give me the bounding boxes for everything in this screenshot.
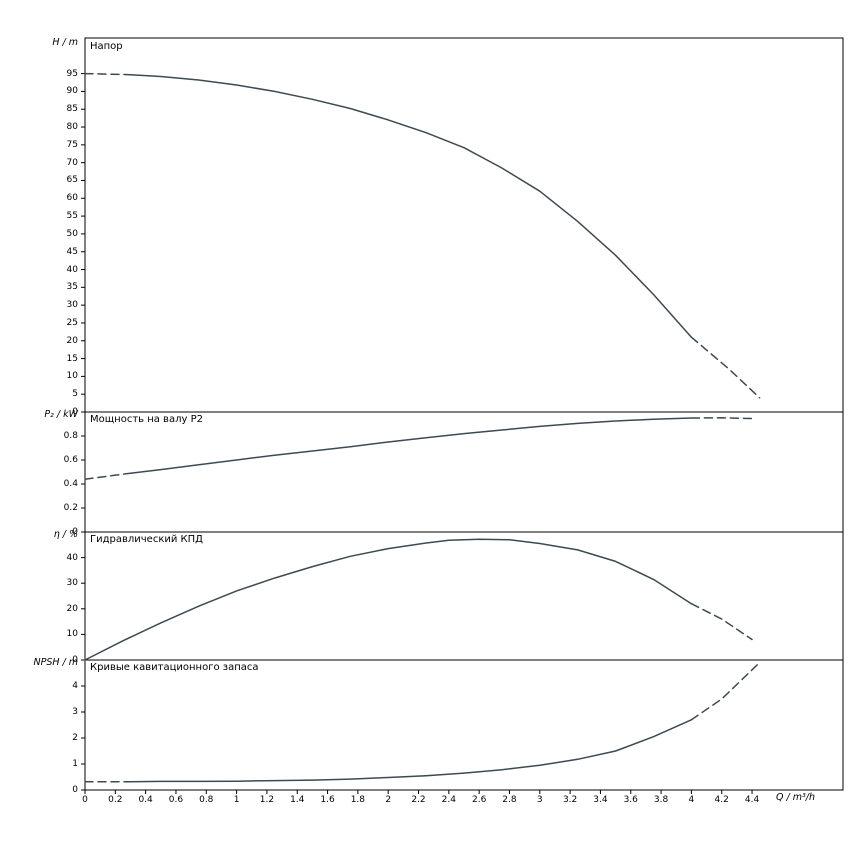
y-axis-label-npsh: NPSH / m: [33, 657, 78, 668]
y-tick-label: 95: [66, 68, 78, 79]
curve-power-extrapolated: [690, 417, 756, 420]
x-tick-label: 3: [536, 795, 543, 805]
curve-npsh: [129, 719, 693, 783]
y-tick-label: 10: [66, 629, 78, 640]
y-tick-label: 2: [72, 733, 78, 743]
curve-head-extrapolated: [84, 72, 132, 76]
y-tick-label: 40: [66, 552, 78, 563]
curve-efficiency: [84, 538, 693, 661]
x-tick-label: 0.2: [108, 795, 123, 805]
x-tick-label: 1.8: [350, 795, 366, 805]
y-tick-label: 85: [66, 104, 78, 115]
panel-title-head: Напор: [90, 41, 123, 52]
panel-title-npsh: Кривые кавитационного запаса: [90, 662, 259, 673]
y-tick-label: 40: [66, 264, 78, 275]
y-tick-label: 15: [66, 353, 78, 364]
y-axis-label-efficiency: η / %: [53, 529, 78, 540]
y-tick-label: 3: [72, 707, 78, 717]
y-tick-label: 70: [66, 157, 78, 168]
y-tick-label: 35: [66, 282, 78, 293]
curve-npsh-extrapolated: [690, 661, 761, 721]
y-tick-label: 55: [66, 211, 78, 222]
x-tick-label: 2: [385, 795, 392, 805]
panel-title-efficiency: Гидравлический КПД: [90, 534, 203, 545]
x-tick-label: 2.8: [502, 795, 517, 805]
x-tick-label: 2.2: [411, 795, 426, 805]
y-tick-label: 30: [66, 300, 78, 311]
x-tick-label: 3.6: [623, 795, 638, 805]
panel-title-power: Мощность на валу P2: [90, 414, 203, 425]
x-tick-label: 0.8: [199, 795, 214, 805]
y-tick-label: 45: [66, 246, 78, 257]
y-tick-label: 90: [66, 86, 78, 97]
y-tick-label: 50: [66, 228, 78, 239]
x-tick-label: 3.2: [562, 795, 578, 805]
y-tick-label: 0: [72, 527, 78, 537]
x-axis-label: Q / m³/h: [776, 792, 816, 803]
x-tick-label: 4: [688, 795, 695, 805]
curve-head: [129, 73, 693, 338]
y-tick-label: 0.2: [63, 503, 78, 513]
y-tick-label: 1: [72, 759, 78, 769]
x-tick-label: 0.6: [168, 795, 184, 805]
y-tick-label: 20: [66, 335, 78, 346]
x-tick-label: 2.6: [471, 795, 487, 805]
x-tick-label: 4.4: [744, 795, 760, 805]
y-axis-label-power: P₂ / kW: [44, 409, 78, 420]
x-tick-label: 2.4: [441, 795, 456, 805]
y-tick-label: 75: [66, 139, 78, 150]
x-tick-label: 3.4: [593, 795, 608, 805]
chart-frame: [84, 37, 844, 791]
x-tick-label: 4.2: [714, 795, 729, 805]
x-tick-label: 3.8: [653, 795, 669, 805]
y-tick-label: 0: [72, 407, 78, 417]
y-tick-label: 5: [72, 389, 78, 400]
x-tick-label: 1.2: [259, 795, 275, 805]
curve-power: [129, 417, 693, 474]
y-tick-label: 65: [66, 175, 78, 186]
x-tick-label: 1: [233, 795, 240, 805]
y-tick-label: 80: [66, 122, 78, 133]
y-tick-label: 0.4: [63, 479, 78, 489]
curve-head-extrapolated: [690, 336, 761, 399]
y-tick-label: 0: [72, 785, 78, 795]
y-axis-label-head: H / m: [52, 37, 78, 48]
y-tick-label: 0.8: [63, 431, 78, 441]
y-tick-label: 0: [72, 655, 78, 665]
y-tick-label: 25: [66, 317, 78, 328]
y-tick-label: 30: [66, 578, 78, 589]
x-tick-label: 1.4: [290, 795, 305, 805]
y-tick-label: 60: [66, 193, 78, 204]
y-tick-label: 0.6: [63, 455, 78, 465]
x-tick-label: 0.4: [138, 795, 153, 805]
y-tick-label: 4: [72, 681, 78, 691]
curve-power-extrapolated: [84, 472, 132, 480]
curve-efficiency-extrapolated: [690, 602, 753, 641]
y-tick-label: 10: [66, 371, 78, 382]
x-tick-label: 0: [82, 795, 88, 805]
x-tick-label: 1.6: [320, 795, 335, 805]
y-tick-label: 20: [66, 603, 78, 614]
